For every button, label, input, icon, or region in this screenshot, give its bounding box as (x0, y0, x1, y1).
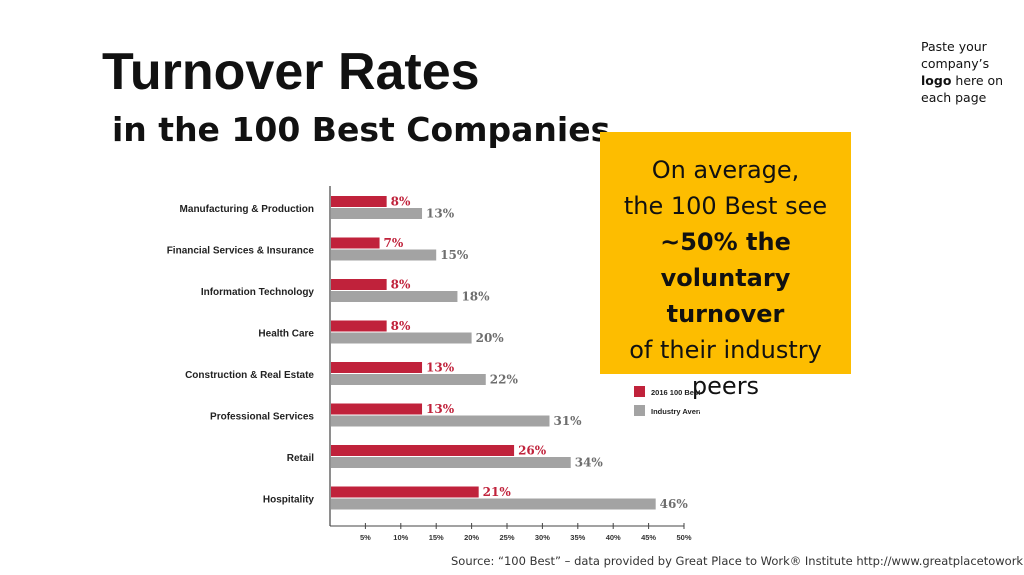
x-tick-label: 45% (641, 533, 656, 542)
best-value-label: 26% (518, 444, 547, 458)
source-note: Source: “100 Best” – data provided by Gr… (451, 554, 1024, 568)
best-value-label: 8% (391, 319, 411, 333)
legend-swatch-industry (634, 405, 645, 416)
callout-highlight: ~50% the (660, 228, 791, 256)
logo-note-bold: logo (921, 73, 952, 88)
category-label: Hospitality (263, 495, 315, 506)
best-companies-bar (331, 362, 423, 373)
legend-swatch-best (634, 386, 645, 397)
callout-line: the 100 Best see (623, 192, 828, 220)
industry-value-label: 18% (461, 290, 490, 304)
best-companies-bar (331, 403, 423, 415)
logo-note-line: logo here on (921, 72, 1017, 89)
x-tick-label: 15% (429, 533, 444, 542)
industry-value-label: 20% (476, 331, 505, 345)
logo-note-line: each page (921, 90, 987, 105)
x-tick-label: 30% (535, 533, 550, 542)
legend-label: 2016 100 Best Companies to Work For (651, 388, 700, 397)
best-companies-bar (331, 486, 479, 498)
x-tick-label: 5% (360, 533, 371, 542)
callout-line: of their industry (629, 336, 822, 364)
x-tick-label: 25% (499, 533, 514, 542)
logo-placeholder-note: Paste your company’s logo here on each p… (921, 38, 1017, 106)
category-label: Retail (287, 453, 314, 464)
x-tick-label: 10% (393, 533, 408, 542)
best-companies-bar (331, 196, 387, 207)
best-companies-bar (331, 320, 387, 332)
x-tick-label: 40% (606, 533, 621, 542)
industry-average-bar (331, 208, 423, 219)
x-tick-label: 50% (676, 533, 691, 542)
x-tick-label: 20% (464, 533, 479, 542)
industry-average-bar (331, 291, 458, 302)
industry-average-bar (331, 374, 486, 385)
logo-note-line: company’s (921, 56, 990, 71)
best-companies-bar (331, 279, 387, 290)
category-label: Information Technology (201, 287, 315, 298)
page-subtitle: in the 100 Best Companies (112, 110, 611, 149)
industry-average-bar (331, 332, 472, 344)
legend-label: Industry Average (651, 407, 700, 416)
category-label: Manufacturing & Production (180, 204, 314, 215)
industry-average-bar (331, 415, 550, 427)
industry-value-label: 13% (426, 207, 455, 221)
industry-average-bar (331, 457, 571, 468)
best-companies-bar (331, 237, 380, 249)
best-value-label: 13% (426, 402, 455, 416)
industry-value-label: 15% (440, 248, 469, 262)
turnover-bar-chart: 5% 10% 15% 20% 25% 30% 35% 40% 45% 50% Manufacturi… (167, 186, 700, 542)
best-value-label: 21% (483, 485, 512, 499)
best-value-label: 7% (384, 236, 404, 250)
category-label: Financial Services & Insurance (167, 246, 315, 257)
category-label: Health Care (258, 329, 314, 340)
logo-note-rest: here on (951, 73, 1004, 88)
category-label: Professional Services (210, 412, 314, 423)
callout-line: peers (691, 372, 760, 400)
logo-note-line: Paste your (921, 39, 987, 54)
industry-value-label: 46% (660, 497, 689, 511)
average-callout-box: On average, the 100 Best see ~50% the vo… (600, 132, 851, 400)
callout-line: On average, (651, 156, 800, 184)
best-companies-bar (331, 445, 515, 456)
best-value-label: 8% (391, 278, 411, 292)
industry-average-bar (331, 498, 656, 510)
industry-value-label: 31% (553, 414, 582, 428)
x-tick-label: 35% (570, 533, 585, 542)
page-title: Turnover Rates (102, 43, 480, 101)
best-value-label: 13% (426, 361, 455, 375)
category-label: Construction & Real Estate (185, 370, 314, 381)
best-value-label: 8% (391, 195, 411, 209)
callout-highlight: voluntary turnover (660, 264, 791, 328)
industry-value-label: 34% (575, 456, 604, 470)
industry-average-bar (331, 249, 437, 261)
industry-value-label: 22% (490, 373, 519, 387)
